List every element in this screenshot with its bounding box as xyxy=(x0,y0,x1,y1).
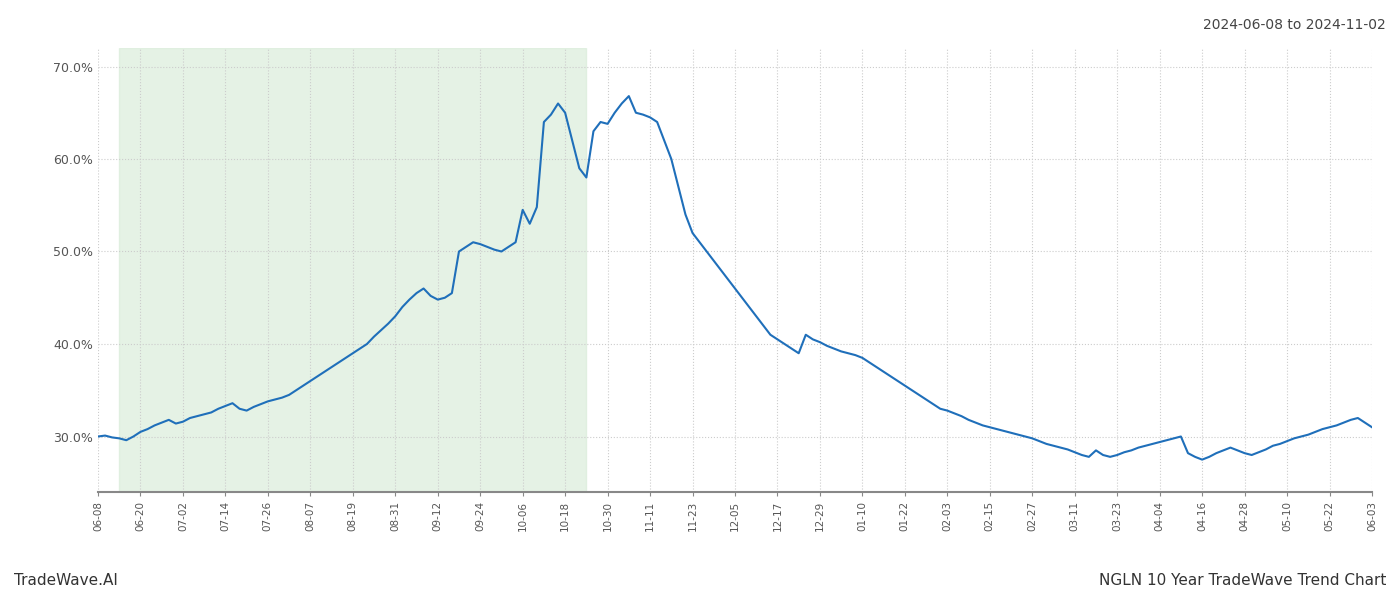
Text: TradeWave.AI: TradeWave.AI xyxy=(14,573,118,588)
Text: 2024-06-08 to 2024-11-02: 2024-06-08 to 2024-11-02 xyxy=(1203,18,1386,32)
Text: NGLN 10 Year TradeWave Trend Chart: NGLN 10 Year TradeWave Trend Chart xyxy=(1099,573,1386,588)
Bar xyxy=(119,48,587,492)
